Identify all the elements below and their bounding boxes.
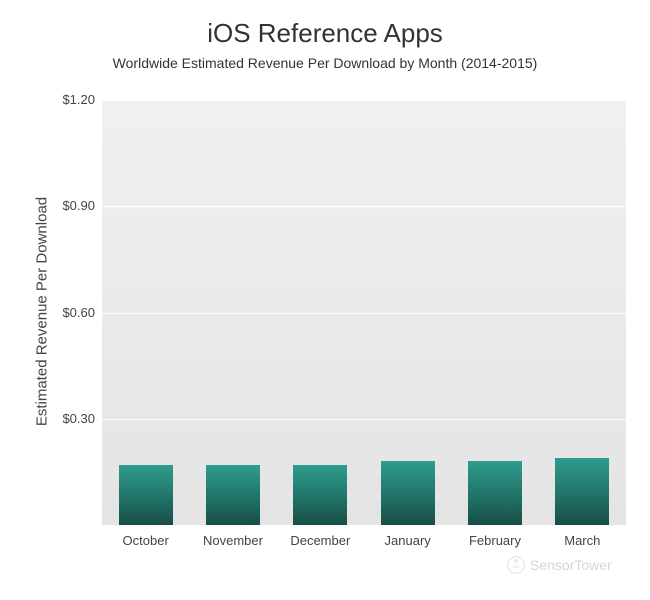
x-tick-label: November [189, 533, 276, 548]
chart-subtitle: Worldwide Estimated Revenue Per Download… [0, 49, 650, 81]
chart-container: iOS Reference Apps Worldwide Estimated R… [0, 0, 650, 600]
x-tick-label: January [364, 533, 451, 548]
bar [119, 465, 173, 525]
watermark: SensorTower [506, 555, 612, 575]
gridline [102, 100, 626, 101]
gridline [102, 419, 626, 420]
y-tick-label: $1.20 [47, 92, 95, 107]
bar [381, 461, 435, 525]
chart-title: iOS Reference Apps [0, 0, 650, 49]
gridline [102, 206, 626, 207]
bar [468, 461, 522, 525]
y-tick-label: $0.60 [47, 305, 95, 320]
bar [206, 465, 260, 525]
sensortower-icon [506, 555, 526, 575]
bar [555, 458, 609, 525]
x-tick-label: December [277, 533, 364, 548]
x-tick-label: October [102, 533, 189, 548]
x-tick-label: March [539, 533, 626, 548]
bar [293, 465, 347, 525]
watermark-text: SensorTower [530, 557, 612, 573]
plot-area [102, 100, 626, 525]
x-tick-label: February [451, 533, 538, 548]
y-tick-label: $0.30 [47, 411, 95, 426]
y-tick-label: $0.90 [47, 198, 95, 213]
gridline [102, 313, 626, 314]
